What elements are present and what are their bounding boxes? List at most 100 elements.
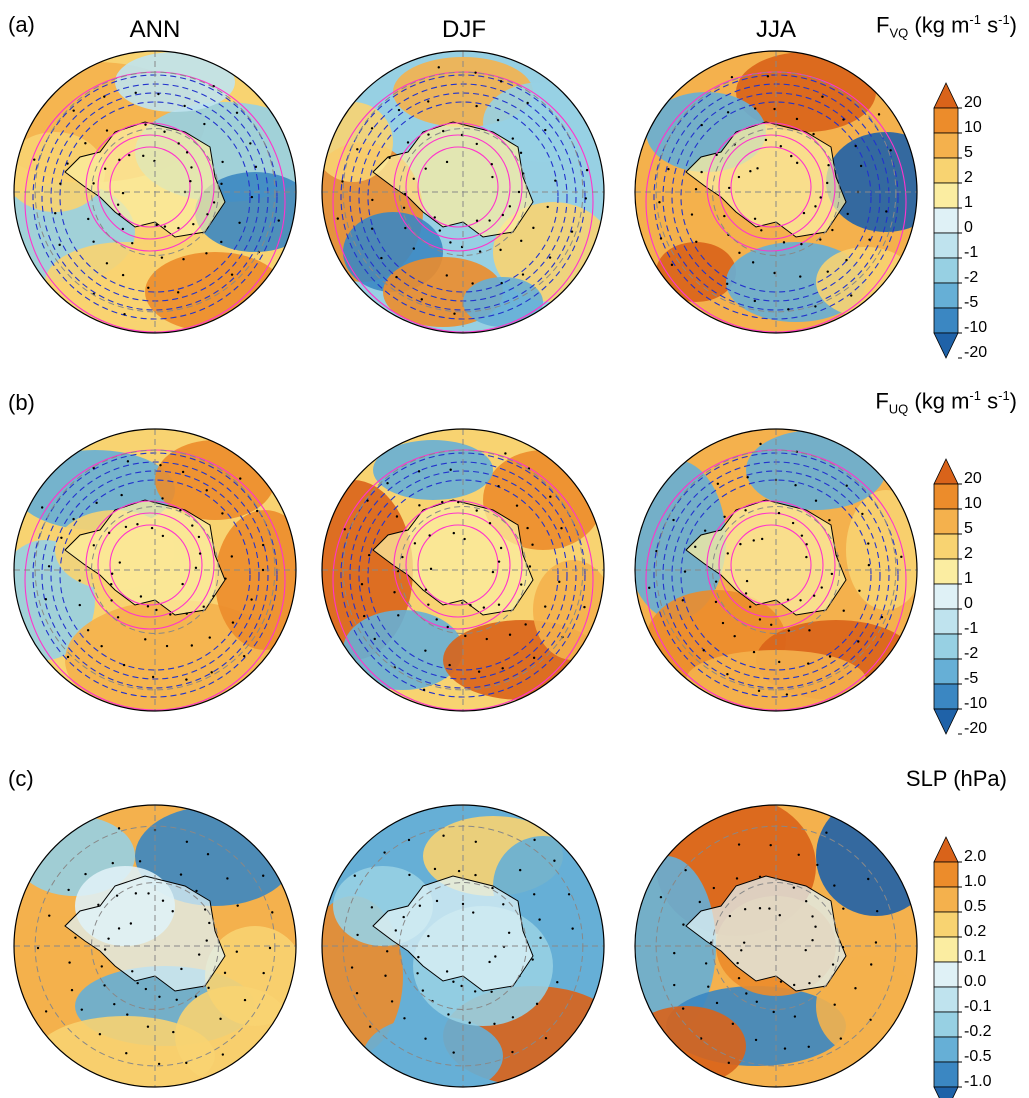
stipple-dot (111, 861, 114, 865)
colorbar-segment (933, 232, 959, 259)
stipple-dot (752, 539, 755, 542)
stipple-dot (804, 900, 808, 903)
positive-contour (417, 524, 499, 606)
stipple-dot (808, 981, 811, 985)
stipple-dot (452, 531, 456, 535)
stipple-dot (799, 599, 802, 602)
grid-circle (91, 882, 219, 1010)
stipple-dot (116, 203, 120, 206)
stipple-dot (857, 640, 860, 643)
stipple-dot (733, 634, 736, 638)
stipple-dot (380, 256, 383, 260)
stipple-dot (424, 649, 427, 652)
stipple-dot (343, 528, 347, 531)
colorbar-title-exp2: -1 (998, 12, 1010, 27)
stipple-dot (742, 941, 746, 944)
stipple-dot (190, 166, 193, 169)
stipple-dot (490, 163, 493, 166)
stipple-dot (544, 128, 547, 132)
stipple-dot (87, 217, 90, 221)
stipple-dot (367, 553, 371, 557)
stipple-dot (772, 1010, 775, 1014)
stipple-dot (121, 273, 125, 277)
colorbar-tick-label: 2.0 (964, 848, 986, 865)
map-fvq-jja (634, 50, 918, 334)
map-fuq-ann (13, 428, 297, 712)
stipple-dot (185, 612, 188, 615)
map-shade-blob (656, 242, 736, 302)
map-fuq-djf (321, 428, 605, 712)
stipple-dot (490, 990, 493, 993)
colorbar-segment (933, 683, 959, 710)
stipple-dot (726, 673, 729, 676)
map-fvq-djf (321, 50, 605, 334)
stipple-dot (526, 526, 529, 530)
colorbar-title-exp1: -1 (969, 388, 981, 403)
negative-contour (367, 101, 559, 293)
stipple-dot (428, 534, 431, 537)
stipple-dot (122, 663, 126, 667)
stipple-dot (95, 501, 98, 505)
stipple-dot (690, 213, 694, 216)
stipple-dot (468, 1021, 471, 1024)
stipple-dot (446, 625, 449, 629)
stipple-dot (787, 308, 790, 311)
colorbar-tick-label: -0.2 (964, 1023, 992, 1040)
stipple-dot (700, 170, 703, 174)
stipple-dot (699, 1037, 703, 1040)
stipple-dot (118, 561, 121, 564)
stipple-dot (773, 271, 776, 275)
stipple-dot (146, 605, 150, 608)
stipple-dot (900, 555, 903, 559)
negative-contour (680, 101, 872, 293)
stipple-dot (107, 531, 111, 535)
stipple-dot (814, 305, 817, 308)
colorbar-tick-label: -5 (964, 670, 978, 687)
stipple-dot (790, 154, 793, 158)
stipple-dot (702, 649, 705, 652)
stipple-dot (571, 927, 574, 930)
stipple-dot (515, 504, 519, 507)
stipple-dot (532, 226, 535, 230)
stipple-dot (44, 1010, 48, 1013)
stipple-dot (406, 141, 410, 144)
stipple-dot (453, 312, 456, 315)
stipple-dot (370, 127, 374, 130)
stipple-dot (532, 893, 536, 896)
stipple-dot (386, 482, 389, 485)
stipple-dot (745, 579, 749, 583)
stipple-dot (397, 614, 400, 617)
stipple-dot (474, 71, 477, 74)
stipple-dot (445, 160, 449, 164)
stipple-dot (54, 212, 57, 215)
stipple-dot (416, 972, 419, 975)
stipple-dot (110, 599, 113, 602)
map-shade-blob (816, 805, 917, 916)
stipple-dot (223, 971, 227, 975)
stipple-dot (867, 877, 870, 881)
stipple-dot (197, 953, 201, 956)
stipple-dot (402, 915, 405, 919)
stipple-dot (221, 160, 224, 164)
colorbar-title-unit: (kg m (914, 388, 970, 414)
panel-label-a: (a) (8, 12, 35, 37)
stipple-dot (785, 693, 789, 696)
stipple-dot (84, 872, 87, 876)
stipple-dot (150, 526, 154, 530)
stipple-dot (464, 634, 467, 638)
stipple-dot (404, 226, 407, 230)
colorbar-tick-label: 10 (964, 119, 982, 136)
colorbar-tick-label: 0 (964, 219, 973, 236)
positive-contour (730, 146, 812, 228)
stipple-dot (694, 188, 698, 191)
stipple-dot (208, 921, 211, 925)
stipple-dot (485, 637, 488, 641)
stipple-dot (845, 484, 848, 487)
stipple-dot (197, 535, 201, 539)
stipple-dot (584, 197, 588, 200)
colorbar-segment (933, 886, 959, 913)
map-border (634, 428, 918, 712)
stipple-dot (249, 142, 252, 145)
stipple-dot (118, 158, 121, 162)
stipple-dot (553, 859, 556, 862)
